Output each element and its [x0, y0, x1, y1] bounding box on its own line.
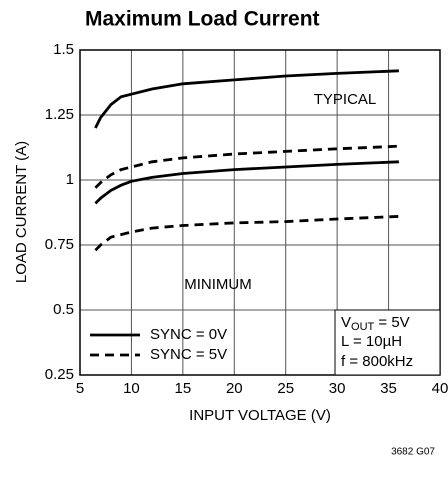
- series-line: [94, 215, 399, 252]
- y-tick-label: 1.25: [45, 106, 74, 123]
- chart-title: Maximum Load Current: [85, 8, 320, 31]
- y-axis-label: LOAD CURRENT (A): [13, 141, 30, 283]
- footnote: 3682 G07: [391, 447, 435, 458]
- y-tick-label: 0.5: [53, 301, 74, 318]
- conditions-box: [334, 309, 441, 376]
- x-axis-label: INPUT VOLTAGE (V): [189, 407, 331, 424]
- legend-label: SYNC = 5V: [150, 346, 227, 363]
- condition-part: OUT: [351, 321, 375, 333]
- x-tick-label: 35: [380, 380, 397, 397]
- x-tick-label: 15: [175, 380, 192, 397]
- plot-frame: [79, 49, 441, 376]
- series-line: [94, 69, 399, 129]
- annotation-label: TYPICAL: [314, 91, 377, 108]
- legend-label: SYNC = 0V: [150, 326, 227, 343]
- series-line: [94, 160, 399, 205]
- x-tick-label: 40: [432, 380, 448, 397]
- x-tick-label: 30: [329, 380, 346, 397]
- y-tick-label: 0.75: [45, 236, 74, 253]
- y-tick-label: 0.25: [45, 366, 74, 383]
- condition-frequency: f = 800kHz: [341, 353, 413, 370]
- condition-part: V: [341, 314, 351, 331]
- y-tick-label: 1.5: [53, 41, 74, 58]
- annotation-label: MINIMUM: [184, 276, 252, 293]
- series-line: [94, 144, 399, 189]
- condition-vout: VOUT = 5V: [341, 314, 410, 333]
- x-tick-label: 25: [277, 380, 294, 397]
- condition-part: = 5V: [374, 314, 409, 331]
- condition-inductor: L = 10µH: [341, 333, 402, 350]
- x-tick-label: 5: [76, 380, 84, 397]
- x-tick-label: 10: [123, 380, 140, 397]
- y-tick-label: 1: [66, 171, 74, 188]
- x-tick-label: 20: [226, 380, 243, 397]
